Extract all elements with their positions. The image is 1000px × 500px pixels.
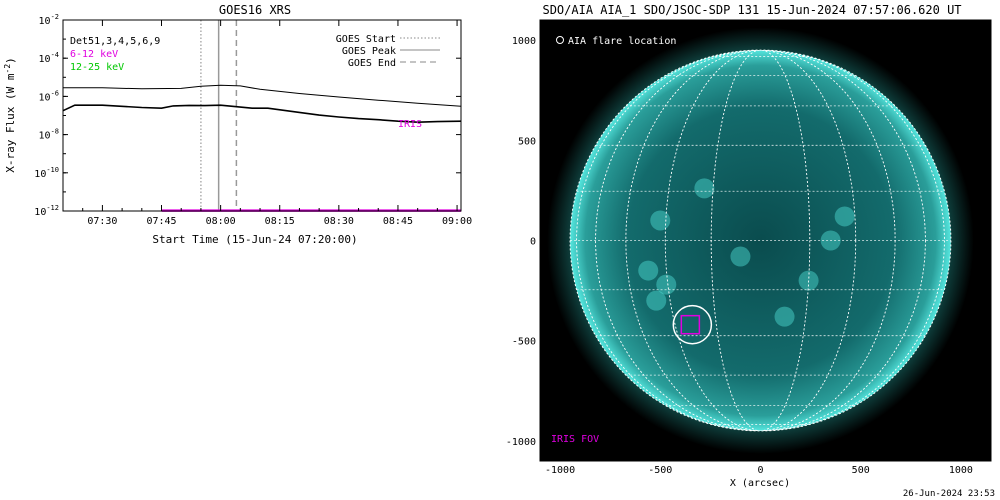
footer-timestamp: 26-Jun-2024 23:53 (903, 489, 995, 499)
aia-y-tick-label: -500 (512, 337, 536, 348)
goes-iris-annotation: IRIS (398, 119, 422, 130)
goes-x-tick-label: 08:15 (265, 216, 295, 227)
active-region (694, 178, 715, 199)
aia-plot-frame (539, 19, 992, 462)
goes-y-tick-label: 10-6 (39, 89, 59, 103)
active-region (646, 290, 667, 311)
aia-x-tick-label: -500 (648, 465, 672, 476)
goes-y-tick-label: 10-10 (34, 166, 59, 180)
active-region (834, 206, 855, 227)
goes-y-axis-label-sup: -2 (3, 64, 12, 74)
goes-x-tick-label: 08:30 (324, 216, 354, 227)
flare-legend-marker (556, 36, 564, 44)
active-region (650, 210, 671, 231)
goes-x-tick-label: 08:45 (383, 216, 413, 227)
iris-fov-label: IRIS FOV (551, 434, 599, 445)
goes-y-tick-label: 10-2 (39, 13, 59, 27)
goes-chart-title: GOES16 XRS (219, 3, 291, 17)
goes-x-tick-label: 08:00 (206, 216, 236, 227)
grid-longitude-line (625, 50, 896, 431)
active-region (774, 306, 795, 327)
aia-x-axis-label: X (arcsec) (730, 478, 790, 489)
aia-chart-title: SDO/AIA AIA_1 SDO/JSOC-SDP 131 15-Jun-20… (542, 3, 961, 17)
goes-legend-right-item: GOES Peak (342, 46, 396, 57)
grid-longitude-line (710, 50, 811, 431)
aia-x-tick-label: 500 (852, 465, 870, 476)
goes-legend-left-item: Det51,3,4,5,6,9 (70, 36, 160, 47)
iris-fov-box (680, 314, 701, 335)
goes-legend-left-item: 6-12 keV (70, 49, 118, 60)
aia-x-tick-label: 1000 (949, 465, 973, 476)
goes-y-axis-label-main: X-ray Flux (W m (4, 73, 17, 173)
goes-x-axis-label: Start Time (15-Jun-24 07:20:00) (152, 233, 357, 246)
flare-location-circle (672, 304, 713, 345)
heliographic-grid (570, 50, 951, 431)
goes-legend-right-item: GOES End (348, 58, 396, 69)
goes-y-axis-label-close: ) (4, 57, 17, 64)
goes-x-tick-label: 07:30 (87, 216, 117, 227)
goes-x-tick-label: 09:00 (442, 216, 472, 227)
grid-longitude-line (664, 50, 857, 431)
goes-series-line-1 (62, 104, 462, 124)
goes-y-tick-label: 10-4 (39, 51, 59, 65)
goes-plot-frame (62, 19, 462, 212)
solar-limb (569, 49, 952, 432)
goes-x-tick-label: 07:45 (146, 216, 176, 227)
goes-legend-left-item: 12-25 keV (70, 62, 124, 73)
aia-y-tick-label: 0 (530, 237, 536, 248)
flare-legend-label: AIA flare location (568, 36, 676, 47)
goes-series-line-0 (63, 84, 462, 107)
aia-y-tick-label: -1000 (506, 437, 536, 448)
aia-x-tick-label: -1000 (545, 465, 575, 476)
active-region (638, 260, 659, 281)
goes-y-tick-label: 10-12 (34, 204, 59, 218)
grid-longitude-line (595, 50, 926, 431)
aia-x-tick-label: 0 (757, 465, 763, 476)
goes-y-axis-label: X-ray Flux (W m-2) (3, 57, 17, 173)
aia-y-tick-label: 500 (518, 136, 536, 147)
aia-y-tick-label: 1000 (512, 36, 536, 47)
goes-y-tick-label: 10-8 (39, 128, 59, 142)
goes-legend-right-item: GOES Start (336, 34, 396, 45)
active-region (730, 246, 751, 267)
grid-longitude-line (576, 50, 945, 431)
